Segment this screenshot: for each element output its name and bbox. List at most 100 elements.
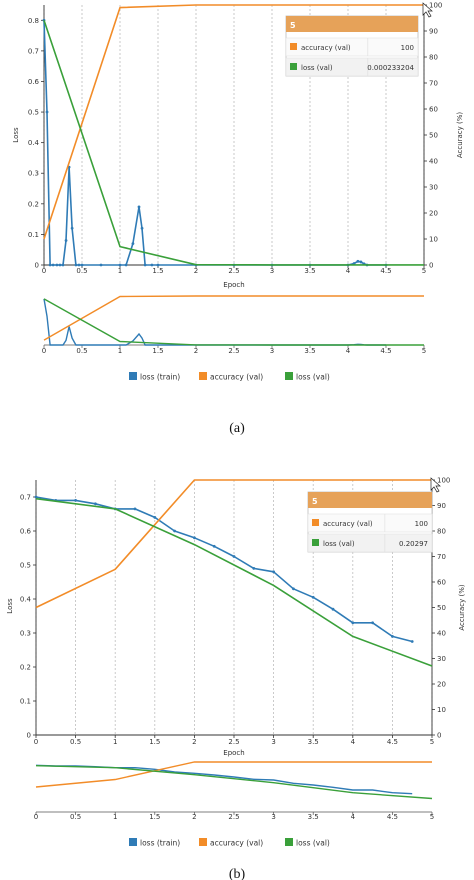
data-point-loss-train [80, 263, 84, 267]
tooltip-row-value: 100 [415, 520, 428, 528]
y-tick-label-right: 0 [429, 262, 433, 270]
navigator-tick-label: 2 [194, 347, 198, 355]
data-point-loss-train [359, 260, 363, 264]
navigator-tick-label: 0 [42, 347, 46, 355]
navigator-tick-label: 4 [351, 813, 356, 821]
y-tick-label-right: 40 [429, 158, 438, 166]
data-point-loss-train [131, 242, 135, 245]
x-tick-label: 1 [118, 267, 122, 275]
navigator-tick-label: 0.5 [70, 813, 81, 821]
cursor-icon [430, 477, 441, 493]
y-tick-label-left: 0.8 [28, 17, 39, 25]
y-tick-label-left: 0.6 [28, 78, 40, 86]
legend-swatch-loss_train [129, 372, 137, 380]
navigator-line-loss_train [43, 298, 386, 346]
tooltip-swatch [312, 519, 319, 526]
y-tick-label-right: 30 [429, 184, 438, 192]
y-tick-label-right: 60 [437, 579, 446, 587]
x-tick-label: 0.5 [70, 738, 81, 746]
x-tick-label: 4 [351, 738, 356, 746]
legend: loss (train) accuracy (val) loss (val) [129, 372, 330, 382]
y-tick-label-right: 10 [429, 236, 438, 244]
legend-swatch-accuracy_val [199, 372, 207, 380]
y-tick-label-right: 40 [437, 630, 446, 638]
x-tick-label: 3.5 [304, 267, 315, 275]
data-point-loss-train [143, 263, 147, 267]
legend-swatch-loss_val [285, 838, 293, 846]
data-point-loss-train [311, 595, 315, 599]
legend-swatch-loss_train [129, 838, 137, 846]
tooltip-row-label: loss (val) [323, 540, 355, 548]
series-line-loss_train [35, 496, 413, 643]
data-point-loss-train [173, 529, 177, 533]
data-point-loss-train [34, 495, 38, 499]
legend-label-loss_train: loss (train) [140, 839, 180, 848]
series-line-accuracy_val [35, 479, 432, 609]
tooltip-header [308, 492, 432, 508]
y-tick-label-left: 0.5 [20, 562, 31, 570]
y-tick-label-right: 50 [429, 132, 438, 140]
navigator-line-loss_train [35, 764, 413, 795]
navigator-tick-label: 3 [271, 813, 275, 821]
tooltip-row [307, 513, 433, 533]
tooltip: 5 accuracy (val) 100 loss (val) 0.20297 [307, 491, 433, 553]
y-axis-label-left: Loss [12, 127, 20, 143]
tooltip-row [285, 37, 419, 57]
navigator-tick-label: 5 [430, 813, 434, 821]
x-tick-label: 1.5 [149, 738, 160, 746]
navigator-tick-label: 0 [34, 813, 38, 821]
tooltip-swatch [290, 43, 297, 50]
y-tick-label-left: 0.2 [20, 664, 31, 672]
navigator-tick-label: 4.5 [387, 813, 398, 821]
y-tick-label-left: 0.4 [28, 139, 40, 147]
x-tick-label: 2 [194, 267, 198, 275]
y-tick-label-left: 0.2 [28, 200, 39, 208]
navigator-line-accuracy_val [35, 761, 432, 788]
data-point-loss-train [410, 640, 414, 643]
navigator-line-loss_val [35, 765, 433, 800]
navigator-tick-label: 4 [346, 347, 351, 355]
navigator-tick-label: 3.5 [304, 347, 315, 355]
x-tick-label: 0 [34, 738, 38, 746]
data-point-loss-train [70, 226, 74, 230]
y-tick-label-right: 100 [429, 2, 442, 10]
y-tick-label-left: 0.7 [20, 494, 31, 502]
navigator-tick-label: 2.5 [228, 347, 239, 355]
navigator-tick-label: 3 [270, 347, 274, 355]
panel-caption: (a) [229, 421, 245, 436]
data-point-loss-train [252, 567, 256, 570]
x-tick-label: 4.5 [380, 267, 391, 275]
tooltip-row-value: 0.000233204 [367, 64, 414, 72]
data-point-loss-train [272, 570, 275, 574]
data-point-loss-train [58, 263, 62, 267]
tooltip-swatch [290, 63, 297, 70]
data-point-loss-train [74, 263, 78, 267]
navigator-tick-label: 0.5 [76, 347, 87, 355]
data-point-loss-train [51, 263, 55, 267]
chart-panel-1: 0 0.5 1 1.5 2 2.5 3 3.5 4 4.5 500.10.20.30.40.50.6… [12, 2, 464, 437]
x-tick-label: 1.5 [152, 267, 163, 275]
data-point-loss-train [77, 263, 81, 267]
navigator: 0 0.5 1 1.5 2 2.5 3 3.5 4 4.5 5 [42, 295, 426, 355]
x-tick-label: 2.5 [228, 267, 239, 275]
x-axis-label: Epoch [223, 281, 244, 289]
tooltip-row [307, 533, 433, 553]
data-point-loss-train [150, 263, 154, 267]
navigator-line-accuracy_val [43, 295, 424, 341]
y-tick-label-right: 60 [429, 106, 438, 114]
legend-swatch-accuracy_val [199, 838, 207, 846]
navigator-tick-label: 1.5 [152, 347, 163, 355]
data-point-loss-train [140, 226, 144, 230]
y-tick-label-left: 0.3 [28, 170, 39, 178]
y-tick-label-right: 90 [429, 28, 438, 36]
y-tick-label-left: 0.6 [20, 528, 32, 536]
data-point-loss-train [331, 607, 335, 611]
x-tick-label: 0.5 [76, 267, 87, 275]
data-point-loss-train [232, 555, 236, 558]
y-tick-label-left: 0.3 [20, 630, 31, 638]
data-point-loss-train [212, 544, 216, 548]
x-tick-label: 5 [422, 267, 426, 275]
y-tick-label-left: 0.7 [28, 47, 39, 55]
data-point-loss-train [55, 263, 59, 267]
y-axis-label-right: Accuracy (%) [458, 584, 466, 631]
